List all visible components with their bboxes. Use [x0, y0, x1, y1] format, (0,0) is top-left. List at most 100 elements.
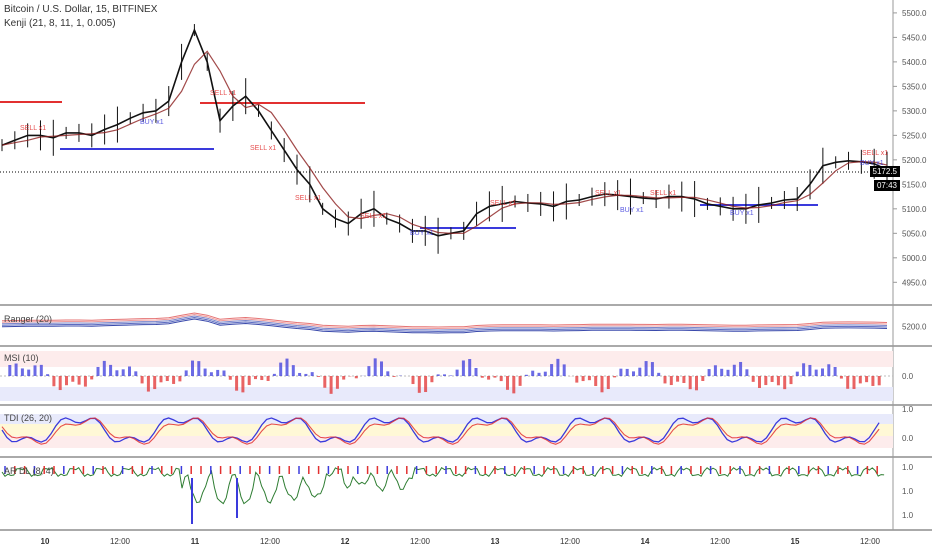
msi-bar-1: [8, 365, 11, 376]
msi-bar-72: [456, 370, 459, 376]
msi-bar-105: [664, 376, 667, 383]
msi-bar-5: [34, 365, 37, 376]
msi-bar-44: [279, 363, 282, 376]
msi-label: MSI (10): [4, 353, 39, 363]
time-tick-label-4: 12: [341, 537, 350, 546]
ardl-tick-label-1: 1.0: [902, 487, 914, 496]
msi-bar-4: [27, 370, 30, 376]
time-tick-label-9: 12:00: [710, 537, 731, 546]
trade-marker-10: SELL x1: [650, 190, 676, 197]
msi-bar-31: [197, 361, 200, 376]
countdown-tag: 07:43: [874, 180, 900, 191]
msi-bar-73: [462, 360, 465, 376]
msi-bar-85: [538, 373, 541, 376]
tdi-mid-zone: [0, 424, 893, 436]
last-price-tag: 5172.5: [870, 166, 900, 177]
msi-bar-123: [777, 376, 780, 385]
msi-bar-83: [525, 375, 528, 376]
msi-bar-128: [808, 365, 811, 376]
msi-bar-54: [342, 376, 345, 380]
msi-bar-77: [487, 376, 490, 380]
price-tick-label-6: 5200.0: [902, 156, 927, 165]
msi-bar-82: [519, 376, 522, 386]
ranger-tick-label: 5200.0: [902, 323, 927, 332]
msi-bar-40: [254, 376, 257, 379]
price-tick-label-7: 5150.0: [902, 180, 927, 189]
tdi-label: TDI (26, 20): [4, 413, 52, 423]
trade-marker-5: SELL x1: [360, 213, 386, 220]
ardl-label: AR DL (8, 4): [4, 466, 54, 476]
ardl-tick-label-2: 1.0: [902, 511, 914, 520]
msi-bar-69: [437, 374, 440, 376]
msi-bar-22: [141, 376, 144, 383]
ardl-tick-label-0: 1.0: [902, 463, 914, 472]
msi-bar-139: [878, 376, 881, 385]
msi-bar-14: [90, 376, 93, 379]
msi-bar-130: [821, 368, 824, 376]
price-tick-label-4: 5300.0: [902, 107, 927, 116]
msi-bar-58: [367, 366, 370, 376]
msi-bar-76: [481, 376, 484, 378]
msi-bar-34: [216, 370, 219, 376]
msi-bar-114: [720, 369, 723, 376]
msi-bar-59: [374, 358, 377, 376]
msi-bar-21: [134, 371, 137, 376]
msi-bar-28: [178, 376, 181, 381]
price-tick-label-3: 5350.0: [902, 82, 927, 91]
msi-bar-88: [556, 359, 559, 376]
msi-bar-65: [412, 376, 415, 384]
msi-bar-112: [708, 369, 711, 376]
msi-bar-13: [84, 376, 87, 387]
msi-bar-37: [235, 376, 238, 391]
msi-bar-121: [764, 376, 767, 385]
msi-bar-104: [657, 373, 660, 376]
time-tick-label-7: 12:00: [560, 537, 581, 546]
msi-bar-74: [468, 359, 471, 376]
msi-bar-96: [607, 376, 610, 389]
ranger-label: Ranger (20): [4, 314, 52, 324]
msi-bar-45: [286, 359, 289, 376]
msi-bar-41: [260, 376, 263, 380]
time-tick-label-6: 13: [491, 537, 500, 546]
msi-bar-132: [834, 367, 837, 376]
msi-bar-111: [701, 376, 704, 381]
msi-bar-87: [550, 364, 553, 376]
msi-bar-135: [853, 376, 856, 389]
trade-marker-0: SELL x1: [20, 125, 46, 132]
msi-bar-98: [619, 369, 622, 376]
price-tick-label-11: 4950.0: [902, 278, 927, 287]
msi-bar-27: [172, 376, 175, 384]
msi-bar-126: [796, 372, 799, 376]
msi-bar-120: [758, 376, 761, 388]
msi-bar-49: [311, 372, 314, 376]
symbol-title: Bitcoin / U.S. Dollar, 15, BITFINEX: [4, 4, 157, 15]
msi-bar-29: [185, 370, 188, 376]
msi-bar-39: [248, 376, 251, 385]
msi-bar-119: [752, 376, 755, 382]
price-tick-label-8: 5100.0: [902, 205, 927, 214]
price-tick-label-10: 5000.0: [902, 254, 927, 263]
msi-bar-51: [323, 376, 326, 388]
trade-marker-11: BUY x1: [730, 210, 754, 217]
msi-bar-9: [59, 376, 62, 390]
msi-bar-3: [21, 368, 24, 376]
msi-bar-60: [380, 361, 383, 376]
msi-bar-102: [645, 361, 648, 376]
time-tick-label-11: 12:00: [860, 537, 881, 546]
msi-bar-66: [418, 376, 421, 393]
msi-bar-89: [563, 364, 566, 376]
msi-bar-138: [871, 376, 874, 386]
msi-bar-32: [204, 369, 207, 376]
price-tick-label-1: 5450.0: [902, 33, 927, 42]
indicator-title: Kenji (21, 8, 11, 1, 0.005): [4, 18, 116, 29]
price-tick-label-5: 5250.0: [902, 131, 927, 140]
trade-marker-1: BUY x1: [140, 119, 164, 126]
time-tick-label-3: 12:00: [260, 537, 281, 546]
trade-marker-8: SELL x1: [595, 190, 621, 197]
trade-marker-12: SELL x1: [862, 150, 888, 157]
msi-bar-35: [223, 371, 226, 376]
msi-bar-33: [210, 372, 213, 376]
msi-bar-30: [191, 361, 194, 376]
